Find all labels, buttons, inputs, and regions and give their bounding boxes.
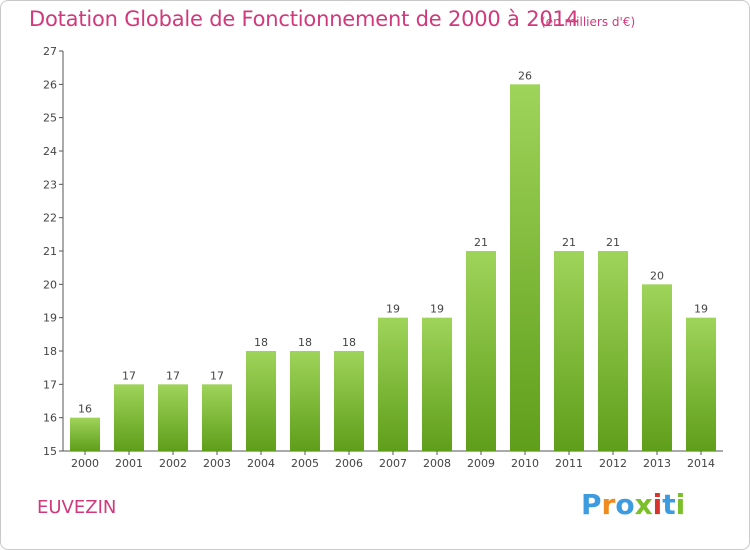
bar-value-label: 18 bbox=[342, 336, 356, 349]
bar-2010 bbox=[510, 84, 540, 451]
bar-value-label: 26 bbox=[518, 69, 532, 82]
x-tick-label: 2013 bbox=[643, 457, 671, 470]
bar-value-label: 20 bbox=[650, 269, 664, 282]
x-tick-label: 2002 bbox=[159, 457, 187, 470]
bar-value-label: 19 bbox=[430, 303, 444, 316]
bar-value-label: 17 bbox=[210, 369, 224, 382]
bar-2003 bbox=[202, 384, 232, 451]
bar-value-label: 21 bbox=[606, 236, 620, 249]
x-tick-label: 2000 bbox=[71, 457, 99, 470]
bar-value-label: 21 bbox=[562, 236, 576, 249]
bar-2000 bbox=[70, 417, 100, 451]
y-tick-label: 16 bbox=[43, 412, 57, 425]
y-tick-label: 24 bbox=[43, 145, 57, 158]
bar-value-label: 18 bbox=[298, 336, 312, 349]
bar-2005 bbox=[290, 351, 320, 451]
bar-2002 bbox=[158, 384, 188, 451]
x-tick-label: 2006 bbox=[335, 457, 363, 470]
y-tick-label: 17 bbox=[43, 378, 57, 391]
bar-2012 bbox=[598, 251, 628, 451]
y-tick-label: 27 bbox=[43, 45, 57, 58]
proxiti-logo: Proxiti bbox=[581, 488, 686, 521]
x-tick-label: 2011 bbox=[555, 457, 583, 470]
y-tick-label: 26 bbox=[43, 78, 57, 91]
y-tick-label: 22 bbox=[43, 212, 57, 225]
y-tick-label: 15 bbox=[43, 445, 57, 458]
bar-2009 bbox=[466, 251, 496, 451]
bar-value-label: 19 bbox=[386, 303, 400, 316]
commune-name: EUVEZIN bbox=[37, 497, 117, 518]
bar-value-label: 19 bbox=[694, 303, 708, 316]
bar-2007 bbox=[378, 317, 408, 451]
x-tick-label: 2003 bbox=[203, 457, 231, 470]
bar-2011 bbox=[554, 251, 584, 451]
bar-2006 bbox=[334, 351, 364, 451]
y-tick-label: 21 bbox=[43, 245, 57, 258]
x-tick-label: 2004 bbox=[247, 457, 275, 470]
y-tick-label: 19 bbox=[43, 312, 57, 325]
bar-value-label: 18 bbox=[254, 336, 268, 349]
x-tick-label: 2012 bbox=[599, 457, 627, 470]
bar-2001 bbox=[114, 384, 144, 451]
bar-2013 bbox=[642, 284, 672, 451]
chart-subtitle: (en milliers d'€) bbox=[541, 15, 636, 29]
x-tick-label: 2009 bbox=[467, 457, 495, 470]
y-tick-label: 20 bbox=[43, 278, 57, 291]
x-tick-label: 2008 bbox=[423, 457, 451, 470]
x-tick-label: 2014 bbox=[687, 457, 715, 470]
bar-2014 bbox=[686, 317, 716, 451]
chart-title: Dotation Globale de Fonctionnement de 20… bbox=[29, 7, 579, 31]
bar-value-label: 17 bbox=[166, 369, 180, 382]
bar-value-label: 16 bbox=[78, 403, 92, 416]
x-tick-label: 2001 bbox=[115, 457, 143, 470]
y-tick-label: 23 bbox=[43, 178, 57, 191]
x-tick-label: 2007 bbox=[379, 457, 407, 470]
x-tick-label: 2005 bbox=[291, 457, 319, 470]
y-tick-label: 25 bbox=[43, 112, 57, 125]
bar-value-label: 21 bbox=[474, 236, 488, 249]
x-tick-label: 2010 bbox=[511, 457, 539, 470]
bar-2004 bbox=[246, 351, 276, 451]
y-tick-label: 18 bbox=[43, 345, 57, 358]
bar-2008 bbox=[422, 317, 452, 451]
bar-value-label: 17 bbox=[122, 369, 136, 382]
